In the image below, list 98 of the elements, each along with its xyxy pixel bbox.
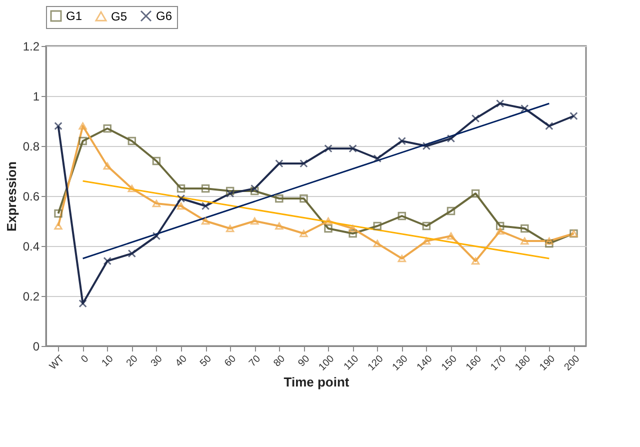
point xyxy=(54,222,62,230)
point xyxy=(54,122,62,130)
point xyxy=(176,194,186,203)
x-tick-label: 10 xyxy=(100,353,116,370)
point xyxy=(398,254,406,262)
point xyxy=(520,237,529,245)
x-tick-label: 190 xyxy=(538,353,558,374)
y-axis-title: Expression xyxy=(4,161,19,232)
point xyxy=(128,184,136,192)
point xyxy=(570,112,578,120)
point xyxy=(78,122,87,130)
point xyxy=(250,217,259,225)
point xyxy=(128,136,136,146)
point xyxy=(348,224,357,232)
point xyxy=(496,222,504,230)
point xyxy=(471,257,480,265)
x-tick-label: 170 xyxy=(488,353,509,374)
point xyxy=(103,124,112,133)
point xyxy=(201,184,210,193)
y-tick-label: 0.4 xyxy=(22,240,40,254)
x-tick-label: 150 xyxy=(440,353,460,374)
point xyxy=(300,159,308,168)
point xyxy=(373,154,382,163)
y-tick-label: 1 xyxy=(32,90,40,104)
y-tick-label: 0.8 xyxy=(22,140,40,154)
point xyxy=(128,249,136,258)
point xyxy=(275,222,284,230)
point xyxy=(103,256,112,266)
point xyxy=(226,224,234,232)
point xyxy=(275,159,284,168)
y-tick-label: 0.6 xyxy=(22,190,40,204)
point xyxy=(226,186,234,196)
point xyxy=(324,224,332,233)
x-tick-label: 100 xyxy=(316,353,337,374)
point xyxy=(496,227,504,235)
x-tick-label: 80 xyxy=(272,353,288,370)
point xyxy=(78,299,87,308)
point xyxy=(250,184,259,193)
x-tick-label: 30 xyxy=(149,353,166,370)
point xyxy=(398,136,406,146)
point xyxy=(520,104,529,113)
point xyxy=(446,134,456,143)
legend-label: G1 xyxy=(66,9,82,23)
point xyxy=(422,142,431,150)
point xyxy=(496,99,504,108)
point xyxy=(152,200,161,208)
x-tick-label: 60 xyxy=(222,353,239,370)
point xyxy=(103,162,112,170)
x-axis-title: Time point xyxy=(284,374,350,390)
point xyxy=(446,206,456,216)
point xyxy=(348,144,357,153)
point xyxy=(250,186,259,196)
legend-label: G6 xyxy=(156,9,172,23)
point xyxy=(152,156,161,166)
point xyxy=(471,189,480,198)
y-tick-label: 0 xyxy=(32,340,40,354)
point xyxy=(422,237,431,245)
point xyxy=(201,202,210,210)
x-tick-label: 90 xyxy=(296,353,312,370)
point xyxy=(545,237,554,245)
point xyxy=(176,184,186,193)
point xyxy=(373,240,382,248)
x-tick-label: 70 xyxy=(247,353,264,370)
y-tick-label: 0.2 xyxy=(22,290,40,304)
point xyxy=(545,239,554,248)
x-tick-label: 0 xyxy=(79,353,92,366)
x-tick-label: 140 xyxy=(415,353,436,374)
point xyxy=(373,222,382,230)
point xyxy=(54,209,62,218)
point xyxy=(520,224,529,233)
x-tick-label: 40 xyxy=(174,353,190,370)
x-tick-label: 20 xyxy=(124,353,140,370)
x-tick-label: 180 xyxy=(513,353,534,374)
x-tick-label: 110 xyxy=(342,353,362,373)
x-tick-label: 130 xyxy=(390,353,410,374)
point xyxy=(300,230,308,238)
x-tick-label: 50 xyxy=(198,353,214,370)
legend-label: G5 xyxy=(111,9,128,24)
point xyxy=(348,229,357,238)
point xyxy=(398,212,406,220)
point xyxy=(446,232,456,240)
point xyxy=(78,136,87,146)
point xyxy=(226,189,234,198)
point xyxy=(324,144,332,153)
point xyxy=(324,217,332,225)
point xyxy=(422,222,431,230)
point xyxy=(471,114,480,123)
point xyxy=(201,217,210,225)
x-tick-label: 120 xyxy=(366,353,386,374)
point xyxy=(275,194,284,203)
x-tick-label: 160 xyxy=(464,353,484,374)
y-tick-label: 1.2 xyxy=(22,40,40,54)
point xyxy=(300,194,308,203)
point xyxy=(545,122,554,130)
point xyxy=(152,232,161,240)
point xyxy=(176,202,186,210)
x-tick-label: WT xyxy=(48,354,67,372)
x-tick-label: 200 xyxy=(562,353,582,374)
